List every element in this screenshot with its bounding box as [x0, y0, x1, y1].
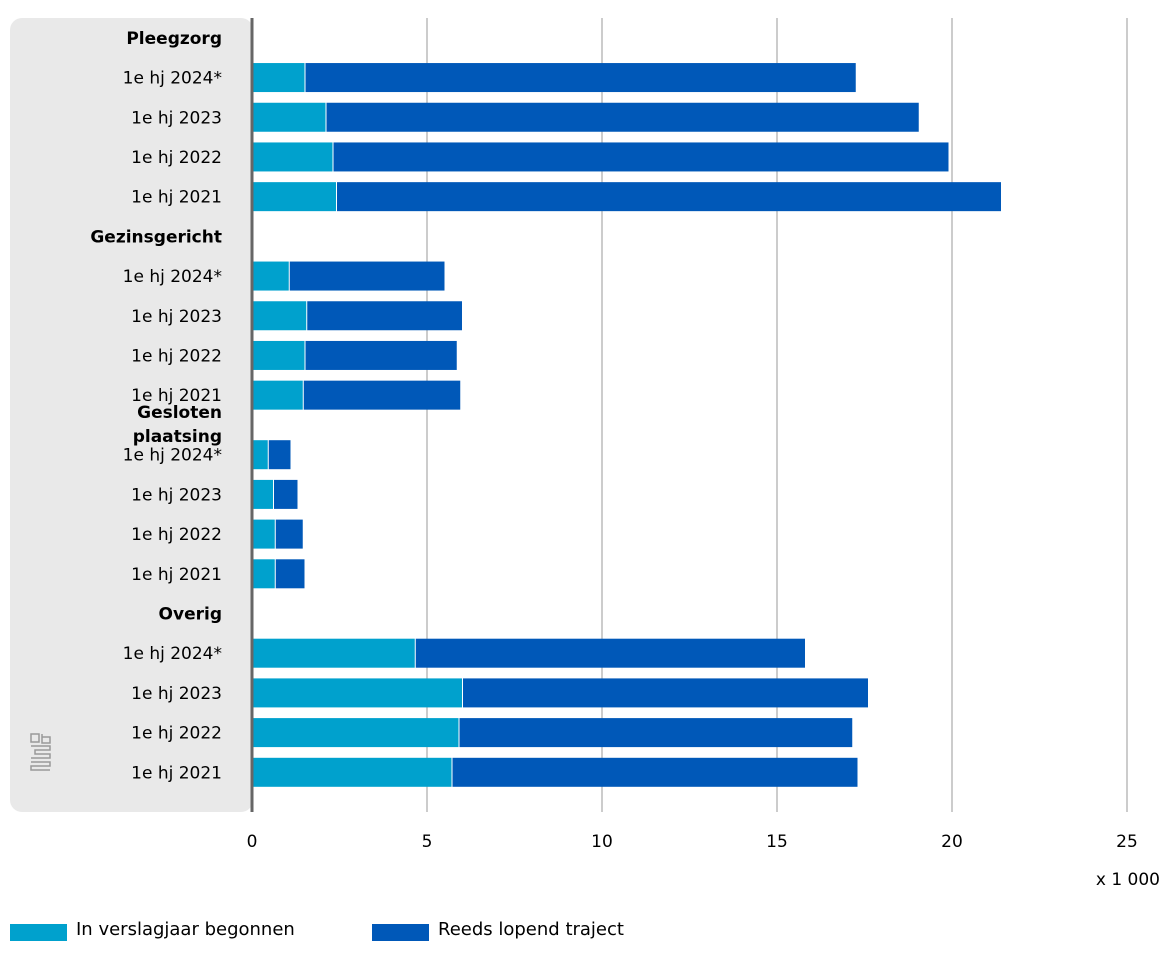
category-label: 1e hj 2021	[131, 386, 222, 406]
category-label: 1e hj 2021	[131, 188, 222, 208]
x-tick-label: 0	[247, 832, 258, 852]
bar-segment	[415, 638, 805, 668]
x-tick-label: 15	[766, 832, 788, 852]
bar-segment	[452, 757, 858, 787]
bar-segment	[268, 440, 291, 470]
group-label: plaatsing	[133, 427, 222, 447]
bar-segment	[305, 340, 457, 370]
bar-segment	[252, 380, 303, 410]
category-label: 1e hj 2023	[131, 307, 222, 327]
cbs-logo	[30, 733, 51, 771]
bar-segment	[337, 182, 1001, 212]
category-labels: Pleegzorg 1e hj 2024* 1e hj 2023 1e hj 2022…	[90, 29, 222, 783]
bar-segment	[303, 380, 461, 410]
bar-segment	[252, 340, 305, 370]
legend-swatch	[10, 924, 67, 941]
bar-segment	[252, 559, 275, 589]
legend-label: Reeds lopend traject	[438, 919, 624, 940]
bar-segment	[326, 102, 919, 132]
bar-segment	[252, 638, 415, 668]
group-label: Gesloten	[137, 403, 222, 423]
category-label: 1e hj 2024*	[123, 267, 222, 287]
bar-segment	[289, 261, 445, 291]
category-label: 1e hj 2022	[131, 525, 222, 545]
legend-label: In verslagjaar begonnen	[76, 919, 295, 940]
category-label: 1e hj 2022	[131, 148, 222, 168]
legend-swatch	[372, 924, 429, 941]
category-label: 1e hj 2023	[131, 108, 222, 128]
bar-segment	[459, 718, 853, 748]
bar-segment	[252, 142, 333, 172]
category-label: 1e hj 2024*	[123, 69, 222, 89]
bar-segment	[252, 301, 307, 331]
bar-segment	[275, 519, 303, 549]
category-label: 1e hj 2023	[131, 684, 222, 704]
bar-segment	[463, 678, 868, 708]
x-axis-ticks: 0 5 10 15 20 25	[247, 832, 1138, 852]
bar-segment	[252, 261, 289, 291]
group-label: Overig	[159, 605, 222, 625]
bar-segment	[252, 519, 275, 549]
category-label: 1e hj 2022	[131, 724, 222, 744]
bar-segment	[274, 479, 298, 509]
bar-segment	[307, 301, 462, 331]
category-label: 1e hj 2022	[131, 346, 222, 366]
bar-segment	[252, 479, 273, 509]
category-label: 1e hj 2021	[131, 763, 222, 783]
category-panel	[10, 18, 253, 812]
group-label: Gezinsgericht	[90, 227, 222, 247]
chart: Pleegzorg 1e hj 2024* 1e hj 2023 1e hj 2022…	[10, 18, 1160, 890]
unit-label: x 1 000	[1096, 870, 1160, 890]
bar-segment	[252, 102, 326, 132]
bars	[252, 63, 1001, 787]
bar-segment	[252, 440, 268, 470]
bar-segment	[252, 63, 305, 93]
x-tick-label: 5	[422, 832, 433, 852]
group-label: Pleegzorg	[126, 29, 222, 49]
bar-segment	[252, 718, 459, 748]
x-tick-label: 20	[941, 832, 963, 852]
x-tick-label: 10	[591, 832, 613, 852]
x-tick-label: 25	[1116, 832, 1138, 852]
category-label: 1e hj 2024*	[123, 644, 222, 664]
bar-segment	[252, 757, 452, 787]
bar-segment	[252, 678, 462, 708]
bar-segment	[252, 182, 336, 212]
bar-segment	[305, 63, 856, 93]
bar-segment	[275, 559, 305, 589]
category-label: 1e hj 2023	[131, 485, 222, 505]
category-label: 1e hj 2021	[131, 565, 222, 585]
category-label: 1e hj 2024*	[123, 446, 222, 466]
bar-segment	[333, 142, 949, 172]
